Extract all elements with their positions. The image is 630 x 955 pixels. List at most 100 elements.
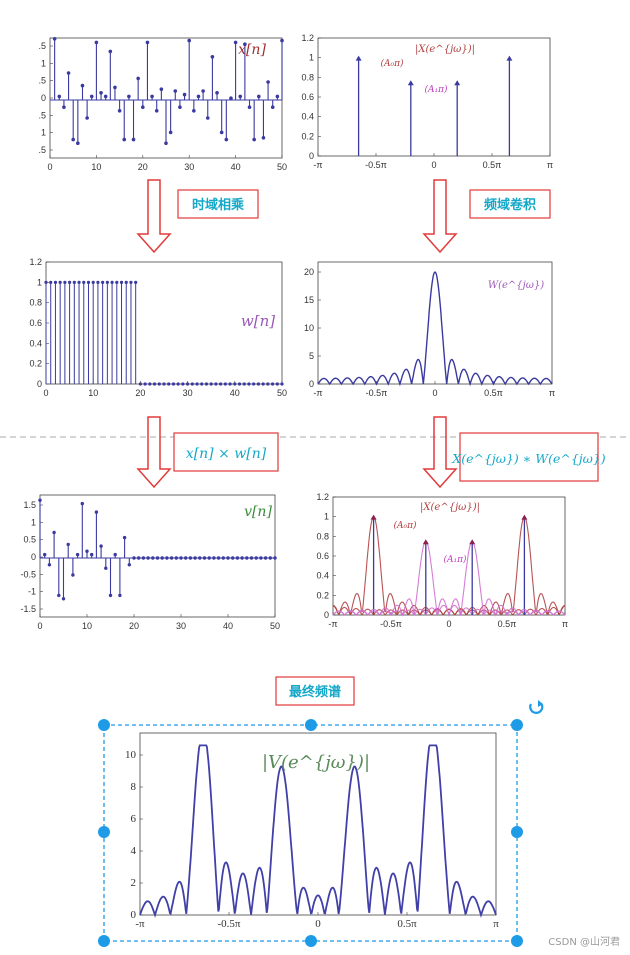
stem-marker (243, 42, 247, 46)
final-spectrum-label: 最终频谱 (289, 684, 341, 700)
stem-marker (99, 91, 103, 95)
y-tick-label: 0.6 (316, 551, 329, 561)
stem-marker (233, 382, 237, 386)
x-tick-label: π (562, 619, 568, 629)
x-tick-label: π (547, 160, 553, 170)
time-multiply-label: 时域相乘 (192, 197, 245, 213)
stem-marker (86, 280, 91, 284)
y-tick-label: 1.2 (301, 33, 314, 43)
stem-marker (62, 105, 66, 109)
rotate-icon[interactable] (529, 700, 544, 714)
annotation-A1: (A₁π) (443, 554, 467, 565)
arrow-down-icon (136, 179, 172, 254)
stem-marker (38, 498, 42, 502)
y-tick-label: 5 (309, 351, 314, 361)
stem-marker (168, 130, 173, 135)
stem-marker (122, 535, 127, 540)
stem-marker (44, 280, 48, 284)
annotation-A1: (A₁π) (424, 84, 448, 95)
stem-marker (85, 549, 89, 553)
x-tick-label: 0.5π (498, 619, 517, 629)
stem-marker (94, 510, 99, 514)
resize-handle[interactable] (305, 719, 317, 731)
x-tick-label: -0.5π (218, 918, 241, 930)
x-tick-label: -π (135, 918, 145, 930)
stem-marker (200, 382, 204, 386)
stem-marker (154, 109, 159, 113)
y-tick-label: 1 (37, 277, 42, 287)
y-tick-label: 0 (324, 610, 329, 620)
x-tick-label: 50 (277, 388, 287, 398)
stem-marker (66, 71, 71, 75)
resize-handle[interactable] (98, 719, 110, 731)
resize-handle[interactable] (98, 826, 110, 838)
stem-marker (57, 94, 62, 99)
stem-marker (182, 92, 187, 97)
plot-frame (139, 732, 497, 916)
stem-marker (119, 280, 124, 284)
x-tick-label: 20 (135, 388, 145, 398)
y-tick-label: 4 (131, 845, 137, 857)
stem-marker (71, 573, 75, 577)
stem-marker (127, 94, 131, 99)
resize-handle[interactable] (511, 826, 523, 838)
resize-handle[interactable] (305, 935, 317, 947)
resize-handle[interactable] (98, 935, 110, 947)
stem-marker (148, 382, 152, 386)
stem-marker (261, 382, 265, 386)
stem-marker (141, 105, 145, 109)
y-tick-label: 0.4 (301, 112, 314, 122)
y-tick-label: 0 (31, 552, 36, 562)
y-tick-label: -1.5 (20, 604, 36, 614)
y-tick-label: 0 (309, 151, 314, 161)
stem-marker (122, 137, 127, 142)
stem-marker (192, 109, 196, 113)
stem-marker (209, 382, 213, 386)
x-tick-label: π (493, 918, 499, 930)
freq-convolve-label: 频域卷积 (484, 197, 536, 213)
stem-marker (159, 87, 164, 91)
stem-marker (223, 382, 227, 386)
y-tick-label: .5 (38, 110, 46, 120)
stem-marker (72, 280, 76, 284)
y-tick-label: 10 (304, 323, 314, 333)
X-spectrum-plot: 0 0.2 0.4 0.6 0.8 1 1.2 -π -0.5π 0 0.5π π |X(e^{jω})… (301, 33, 553, 170)
x-tick-label: 0.5π (484, 388, 503, 398)
stem-marker (270, 105, 275, 109)
x-tick-label: 0 (446, 619, 451, 629)
x-tick-label: 20 (138, 162, 148, 172)
stem-marker (215, 91, 219, 95)
stem-marker (270, 382, 275, 386)
stem-marker (138, 382, 142, 386)
x-tick-label: 40 (223, 621, 233, 631)
stem-marker (49, 280, 53, 284)
stem-marker (104, 566, 108, 570)
stem-marker (219, 382, 223, 386)
legend-v-n: v[n] (244, 504, 272, 520)
y-tick-label: 0.4 (29, 338, 42, 348)
resize-handle[interactable] (511, 719, 523, 731)
stem-marker (71, 137, 75, 142)
stem-marker (101, 280, 105, 284)
y-tick-label: -1 (28, 587, 36, 597)
stem-marker (52, 530, 56, 535)
y-tick-label: 15 (304, 295, 314, 305)
stem-marker (110, 280, 114, 284)
y-tick-label: 20 (304, 267, 314, 277)
x-tick-label: 0 (432, 388, 437, 398)
legend-X: |X(e^{jω})| (415, 44, 475, 55)
stem-marker (224, 137, 229, 142)
stem-marker (196, 94, 201, 99)
stem-marker (261, 136, 266, 140)
x-tick-label: -π (313, 388, 322, 398)
stem-marker (229, 96, 233, 100)
stem-marker (145, 40, 150, 45)
resize-handle[interactable] (511, 935, 523, 947)
freq-product-box (459, 432, 599, 482)
stem-marker (219, 130, 224, 135)
stem-marker (157, 382, 161, 386)
y-tick-label: 1 (41, 128, 46, 138)
stem-arrowhead (407, 80, 414, 86)
x-tick-label: 0 (47, 162, 52, 172)
